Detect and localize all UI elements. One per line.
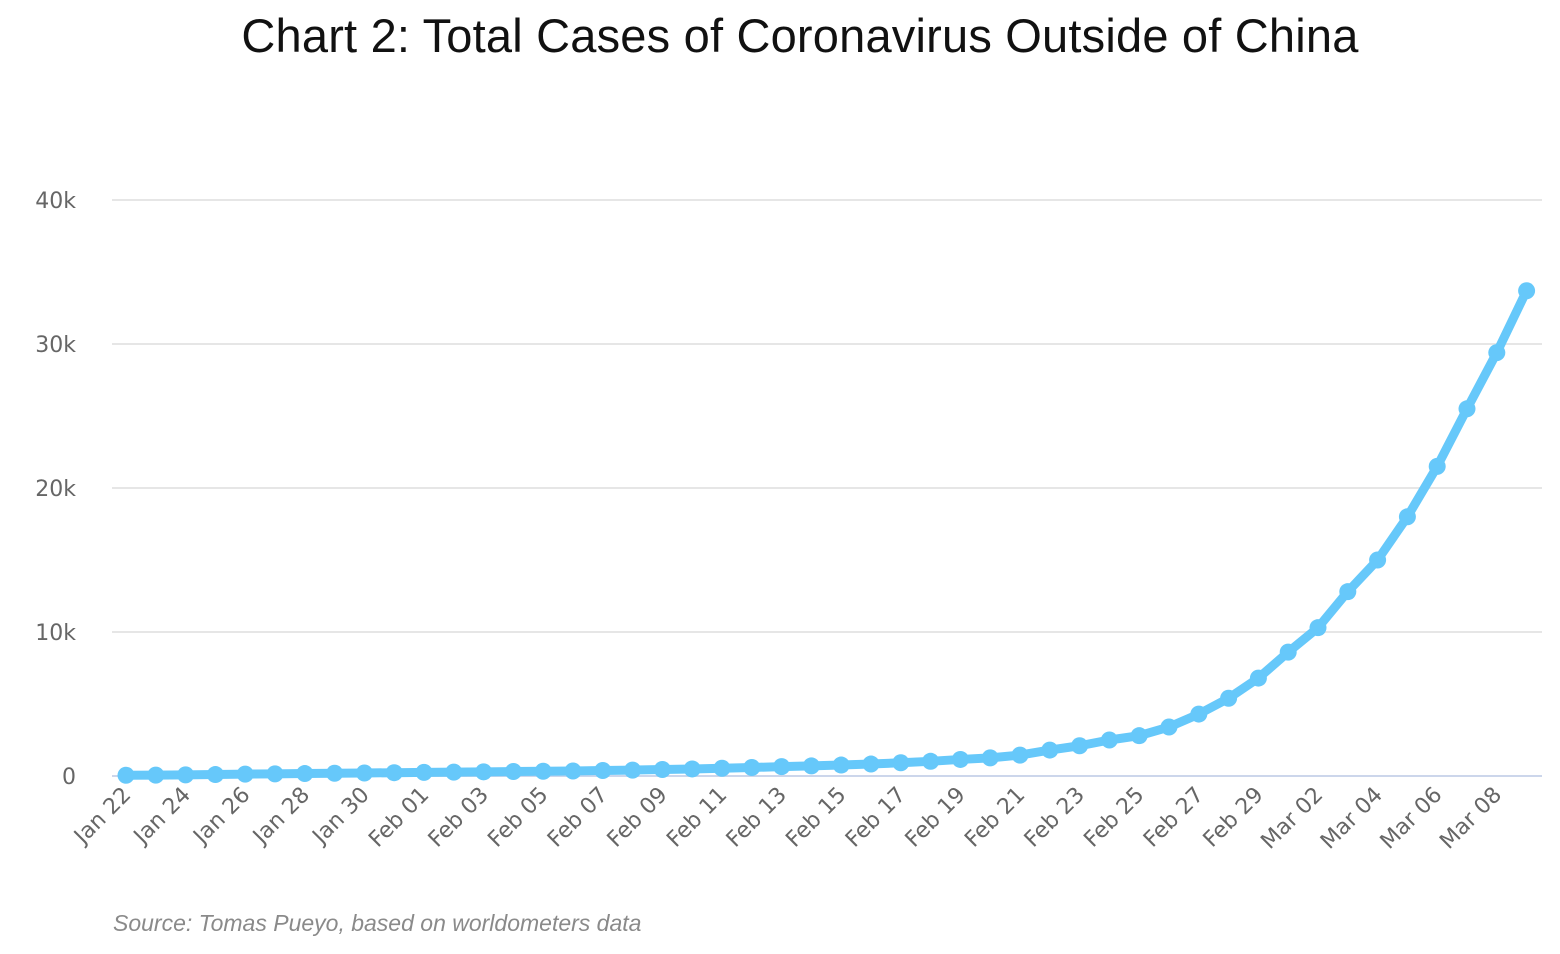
data-point[interactable] <box>802 757 820 775</box>
data-point[interactable] <box>1458 400 1476 418</box>
x-tick-label: Feb 29 <box>1199 783 1269 853</box>
x-tick-label: Feb 27 <box>1139 783 1209 853</box>
data-point[interactable] <box>117 766 135 784</box>
x-tick-label: Feb 07 <box>543 783 613 853</box>
data-point[interactable] <box>892 754 910 772</box>
data-point[interactable] <box>1488 344 1506 362</box>
data-point[interactable] <box>1220 689 1238 707</box>
data-point[interactable] <box>445 763 463 781</box>
data-point[interactable] <box>564 762 582 780</box>
data-point[interactable] <box>683 760 701 778</box>
data-point[interactable] <box>773 758 791 776</box>
y-tick-label: 40k <box>35 189 76 214</box>
data-point[interactable] <box>653 761 671 779</box>
x-tick-label: Feb 11 <box>662 783 732 853</box>
y-axis-labels: 0 10k 20k 30k 40k <box>35 189 76 790</box>
data-point[interactable] <box>1071 737 1089 755</box>
data-point[interactable] <box>1518 282 1536 300</box>
data-point[interactable] <box>1428 457 1446 475</box>
data-point[interactable] <box>862 755 880 773</box>
x-tick-label: Mar 02 <box>1256 783 1328 855</box>
y-tick-label: 10k <box>35 621 76 646</box>
data-point[interactable] <box>475 763 493 781</box>
data-point[interactable] <box>504 763 522 781</box>
x-tick-label: Feb 05 <box>483 783 553 853</box>
data-point[interactable] <box>1011 746 1029 764</box>
x-tick-label: Feb 03 <box>424 783 494 853</box>
data-point[interactable] <box>1160 718 1178 736</box>
x-tick-label: Feb 19 <box>901 783 971 853</box>
source-note: Source: Tomas Pueyo, based on worldomete… <box>113 910 642 936</box>
data-point[interactable] <box>951 750 969 768</box>
data-series <box>117 282 1536 784</box>
x-tick-label: Feb 25 <box>1079 783 1149 853</box>
y-tick-label: 20k <box>35 477 76 502</box>
x-tick-label: Mar 06 <box>1376 783 1448 855</box>
data-point[interactable] <box>1190 705 1208 723</box>
data-point[interactable] <box>206 766 224 784</box>
data-point[interactable] <box>266 765 284 783</box>
x-tick-label: Jan 24 <box>128 783 196 851</box>
x-tick-label: Jan 28 <box>247 783 315 851</box>
data-point[interactable] <box>1130 727 1148 745</box>
x-tick-label: Mar 08 <box>1435 783 1507 855</box>
data-point[interactable] <box>1041 741 1059 759</box>
data-point[interactable] <box>385 764 403 782</box>
x-tick-label: Feb 01 <box>364 783 434 853</box>
data-point[interactable] <box>1369 551 1387 569</box>
data-point[interactable] <box>326 764 344 782</box>
x-tick-label: Feb 23 <box>1020 783 1090 853</box>
data-point[interactable] <box>713 759 731 777</box>
x-tick-label: Feb 17 <box>841 783 911 853</box>
data-point[interactable] <box>743 759 761 777</box>
data-point[interactable] <box>1398 508 1416 526</box>
data-point[interactable] <box>832 756 850 774</box>
data-point[interactable] <box>1339 583 1357 601</box>
y-tick-label: 0 <box>62 765 76 790</box>
data-point[interactable] <box>147 766 165 784</box>
data-point[interactable] <box>355 764 373 782</box>
data-point[interactable] <box>236 765 254 783</box>
data-point[interactable] <box>1279 643 1297 661</box>
y-tick-label: 30k <box>35 333 76 358</box>
x-tick-label: Jan 22 <box>68 783 136 851</box>
x-tick-label: Jan 30 <box>307 783 375 851</box>
data-point[interactable] <box>1309 619 1327 637</box>
x-tick-label: Feb 15 <box>781 783 851 853</box>
x-tick-label: Mar 04 <box>1316 783 1388 855</box>
x-tick-label: Feb 09 <box>603 783 673 853</box>
x-tick-label: Feb 13 <box>722 783 792 853</box>
data-point[interactable] <box>1249 669 1267 687</box>
data-point[interactable] <box>415 763 433 781</box>
data-point[interactable] <box>1100 731 1118 749</box>
data-point[interactable] <box>534 762 552 780</box>
chart-title: Chart 2: Total Cases of Coronavirus Outs… <box>241 9 1359 62</box>
data-point[interactable] <box>296 765 314 783</box>
data-point[interactable] <box>624 761 642 779</box>
data-point[interactable] <box>177 766 195 784</box>
series-line <box>121 286 1532 780</box>
data-point[interactable] <box>594 762 612 780</box>
grid-lines <box>112 199 1542 777</box>
data-point[interactable] <box>922 752 940 770</box>
x-tick-label: Feb 21 <box>960 783 1030 853</box>
data-point[interactable] <box>981 749 999 767</box>
x-tick-label: Jan 26 <box>188 783 256 851</box>
